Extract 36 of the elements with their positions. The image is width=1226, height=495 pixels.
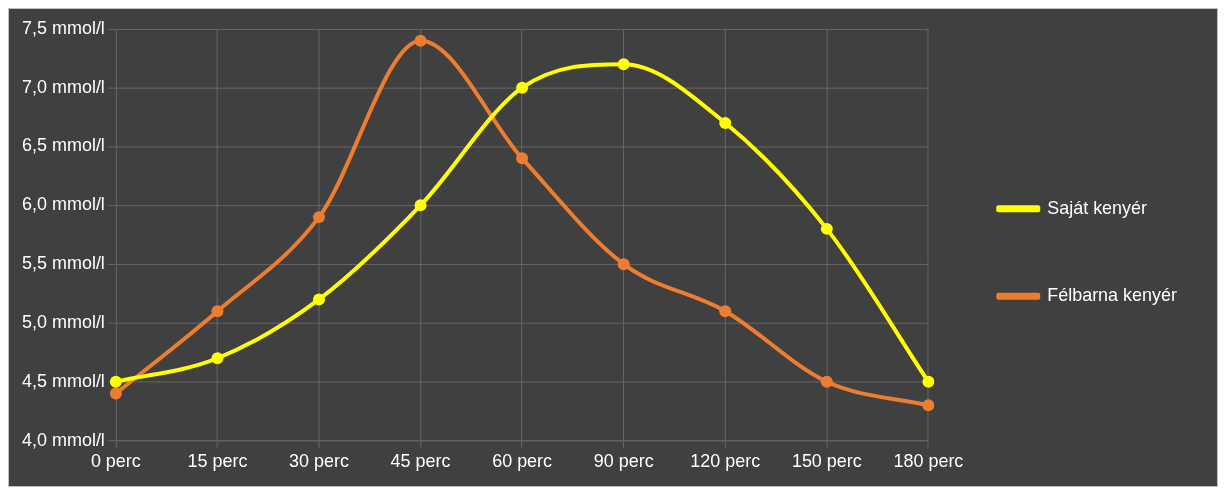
point [719, 305, 732, 318]
x-tick-label: 30 perc [289, 451, 349, 472]
point [414, 34, 427, 47]
y-tick-label: 6,5 mmol/l [22, 135, 105, 156]
x-tick-label: 150 perc [791, 451, 862, 472]
point [922, 375, 935, 388]
point [719, 117, 732, 129]
y-tick-label: 5,0 mmol/l [22, 311, 105, 332]
x-tick-label: 15 perc [187, 451, 248, 472]
point [617, 58, 630, 71]
point [313, 293, 325, 306]
point [211, 305, 224, 318]
y-tick-label: 4,5 mmol/l [22, 370, 105, 391]
point [617, 258, 630, 271]
point [516, 152, 529, 165]
point [211, 352, 224, 365]
x-tick-label: 0 perc [90, 451, 141, 472]
point [516, 81, 529, 94]
x-tick-label: 45 perc [390, 451, 451, 472]
point [109, 387, 122, 400]
y-tick-label: 4,0 mmol/l [22, 429, 105, 450]
x-tick-label: 120 perc [690, 451, 761, 472]
y-tick-label: 5,5 mmol/l [22, 253, 105, 274]
point [313, 211, 325, 224]
point [820, 222, 833, 235]
y-tick-label: 7,5 mmol/l [22, 17, 105, 38]
x-tick-label: 60 perc [492, 451, 553, 472]
y-tick-label: 6,0 mmol/l [22, 194, 105, 215]
x-tick-label: 180 perc [893, 451, 964, 472]
legend-label: Saját kenyér [1047, 197, 1148, 218]
x-tick-label: 90 perc [593, 451, 654, 472]
y-tick-label: 7,0 mmol/l [22, 76, 105, 97]
point [820, 375, 833, 388]
point [922, 399, 935, 412]
point [414, 199, 427, 212]
legend-label: Félbarna kenyér [1047, 285, 1178, 306]
